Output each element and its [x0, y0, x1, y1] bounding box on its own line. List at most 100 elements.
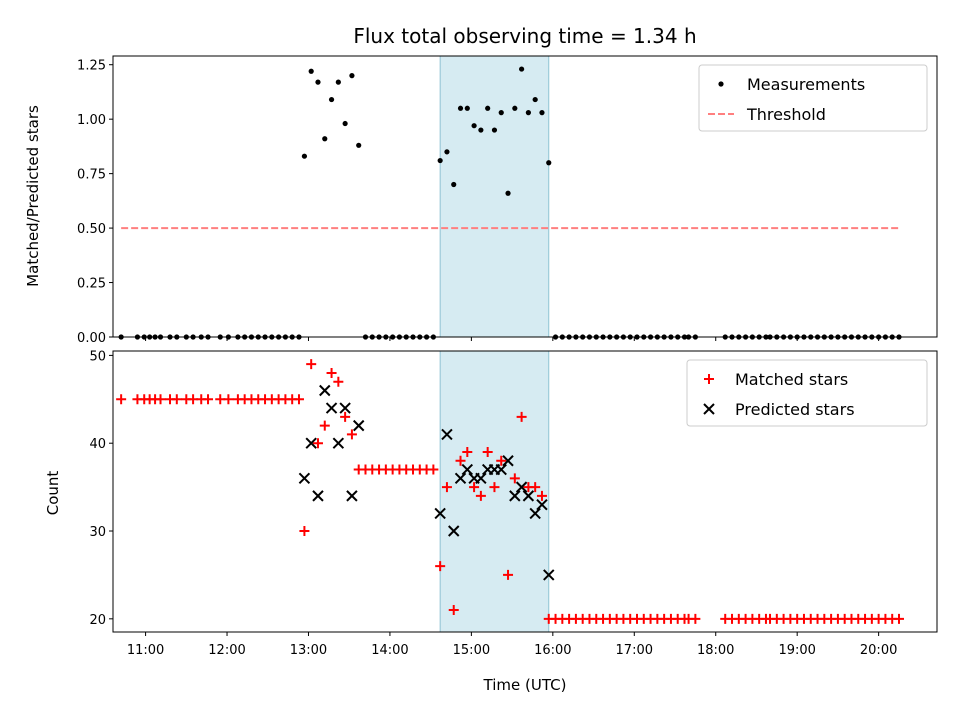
data-point — [471, 123, 477, 129]
data-point — [155, 394, 166, 405]
data-point — [690, 613, 701, 624]
data-point — [346, 429, 357, 440]
legend-entry-label: Matched stars — [735, 370, 848, 389]
data-point — [496, 455, 507, 466]
legend: Matched stars Predicted stars — [686, 359, 928, 427]
data-point — [315, 79, 321, 85]
data-point — [332, 437, 345, 449]
data-point — [333, 376, 344, 387]
data-point — [306, 359, 317, 370]
y-tick-label: 0.75 — [77, 168, 106, 183]
data-point — [536, 490, 547, 501]
x-tick-label: 20:00 — [860, 643, 897, 658]
data-point — [455, 455, 466, 466]
data-point — [441, 482, 452, 493]
data-point — [339, 402, 351, 414]
legend-frame — [698, 64, 928, 132]
data-point — [461, 463, 474, 476]
data-point — [505, 190, 511, 196]
data-point — [326, 367, 337, 378]
data-point — [312, 438, 323, 449]
bottom-y-axis-label: Count — [44, 471, 62, 516]
data-point — [522, 490, 535, 502]
y-tick-label: 0.00 — [77, 331, 106, 346]
x-tick-label: 13:00 — [290, 643, 327, 658]
data-point — [454, 472, 467, 485]
data-point — [539, 110, 545, 116]
y-tick-label: 1.25 — [77, 59, 106, 74]
data-point — [448, 525, 460, 537]
data-point — [457, 105, 464, 111]
data-point — [529, 507, 541, 520]
data-point — [512, 105, 518, 111]
data-point — [299, 526, 310, 537]
legend-entry-label: Threshold — [746, 105, 826, 124]
data-point — [346, 490, 358, 502]
data-point — [305, 437, 317, 449]
data-point — [525, 110, 531, 116]
x-tick-label: 12:00 — [208, 643, 245, 658]
top-y-axis-label: Matched/Predicted stars — [24, 105, 42, 287]
data-point — [171, 394, 182, 405]
data-point — [502, 455, 514, 467]
data-point — [516, 411, 527, 422]
y-tick-label: 1.00 — [77, 113, 106, 128]
data-point — [482, 446, 493, 457]
data-point — [223, 394, 234, 405]
data-point — [319, 420, 330, 431]
data-point — [340, 411, 351, 422]
data-point — [342, 120, 348, 127]
data-point — [437, 157, 443, 164]
data-point — [491, 127, 498, 133]
legend: Measurements Threshold — [698, 64, 928, 132]
top-panel: 0.00 0.25 0.50 0.75 1.00 1.25 Measurements Thre… — [77, 55, 938, 346]
data-point — [325, 402, 338, 414]
data-point — [509, 473, 520, 484]
data-point — [498, 110, 504, 116]
y-tick-label: 0.25 — [77, 277, 106, 292]
data-point — [485, 105, 491, 111]
data-point — [893, 613, 904, 624]
data-point — [328, 96, 335, 103]
legend-swatch — [704, 374, 714, 384]
x-axis-label: Time (UTC) — [483, 676, 567, 694]
series-predicted-stars — [298, 384, 555, 581]
observing-window-shade — [439, 55, 550, 338]
legend-swatch — [703, 403, 715, 415]
data-point — [301, 153, 308, 159]
data-point — [349, 73, 355, 79]
data-point — [293, 394, 304, 405]
data-point — [515, 481, 528, 493]
legend-entry-label: Measurements — [747, 75, 865, 94]
data-point — [475, 472, 487, 485]
legend-entry-label: Predicted stars — [735, 400, 855, 419]
data-point — [478, 127, 484, 133]
data-point — [546, 160, 552, 166]
chart-title: Flux total observing time = 1.34 h — [353, 24, 696, 48]
data-point — [448, 605, 459, 616]
data-point — [352, 419, 365, 432]
data-point — [532, 96, 538, 103]
x-tick-label: 11:00 — [127, 643, 164, 658]
y-tick-label: 30 — [89, 525, 106, 540]
data-point — [444, 149, 450, 155]
data-point — [519, 66, 525, 72]
x-tick-label: 18:00 — [697, 643, 734, 658]
legend-frame — [686, 359, 928, 427]
data-point — [308, 68, 314, 74]
data-point — [116, 394, 127, 405]
x-tick-label: 19:00 — [778, 643, 815, 658]
y-tick-label: 0.50 — [77, 222, 106, 237]
x-tick-label: 16:00 — [534, 643, 571, 658]
legend-swatch — [718, 81, 724, 87]
data-point — [509, 490, 521, 502]
data-point — [319, 384, 331, 397]
x-tick-label: 14:00 — [371, 643, 408, 658]
data-point — [434, 507, 446, 520]
axes-frame — [112, 350, 938, 633]
data-point — [489, 482, 500, 493]
data-point — [435, 561, 446, 572]
y-tick-label: 50 — [89, 349, 106, 364]
axes-frame — [112, 55, 938, 338]
